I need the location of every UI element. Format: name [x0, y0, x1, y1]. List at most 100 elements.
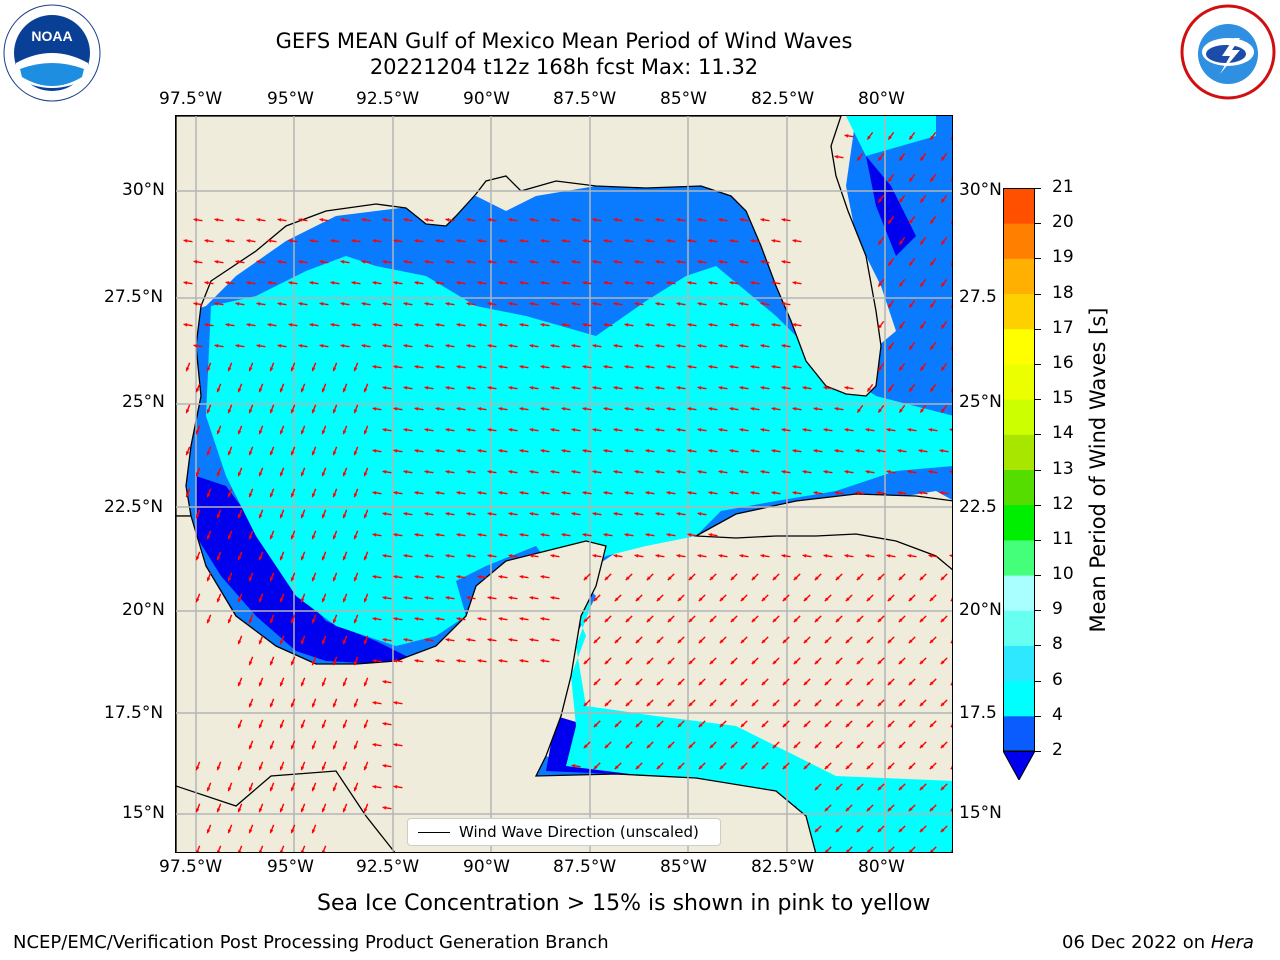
wave-direction-arrow	[698, 678, 706, 686]
wave-direction-arrow	[393, 490, 403, 495]
wave-direction-arrow	[342, 593, 348, 603]
wave-direction-arrow	[655, 301, 665, 306]
wave-direction-arrow	[687, 238, 697, 243]
wave-direction-arrow	[739, 301, 749, 306]
wave-direction-arrow	[718, 259, 728, 264]
wave-direction-arrow	[739, 553, 749, 558]
wave-direction-arrow	[216, 845, 222, 852]
wave-direction-arrow	[277, 259, 287, 264]
wave-direction-arrow	[898, 404, 906, 414]
wave-direction-arrow	[646, 573, 654, 581]
wave-direction-arrow	[342, 761, 348, 771]
wave-direction-arrow	[269, 824, 275, 834]
colorbar-cell	[1003, 434, 1035, 470]
wave-direction-arrow	[372, 280, 382, 285]
wave-direction-arrow	[750, 490, 760, 495]
wave-direction-arrow	[856, 152, 864, 162]
wave-direction-arrow	[625, 741, 633, 749]
wave-direction-arrow	[592, 259, 602, 264]
colorbar-cell	[1003, 610, 1035, 646]
wave-direction-arrow	[382, 511, 392, 516]
wave-direction-arrow	[206, 446, 212, 456]
wave-direction-arrow	[887, 720, 895, 728]
wave-direction-arrow	[951, 849, 952, 852]
wave-direction-arrow	[477, 364, 487, 369]
wave-direction-arrow	[466, 343, 476, 348]
wave-direction-arrow	[214, 259, 224, 264]
wave-direction-arrow	[393, 448, 403, 453]
wave-direction-arrow	[709, 699, 717, 707]
wave-direction-arrow	[519, 280, 529, 285]
wave-direction-arrow	[540, 406, 550, 411]
wave-direction-arrow	[919, 362, 927, 372]
wave-direction-arrow	[866, 720, 874, 728]
wave-direction-arrow	[688, 615, 696, 623]
wave-direction-arrow	[582, 322, 592, 327]
wave-direction-arrow	[697, 427, 707, 432]
wave-direction-arrow	[321, 593, 327, 603]
wave-direction-arrow	[835, 741, 843, 749]
wave-direction-arrow	[204, 322, 214, 327]
wave-direction-arrow	[540, 448, 550, 453]
wave-direction-arrow	[216, 425, 222, 435]
wave-direction-arrow	[561, 364, 571, 369]
wave-direction-arrow	[340, 301, 350, 306]
wave-direction-arrow	[898, 699, 906, 707]
wave-direction-arrow	[279, 425, 285, 435]
wave-direction-arrow	[393, 658, 403, 663]
wave-direction-arrow	[477, 532, 487, 537]
wave-direction-arrow	[216, 761, 222, 771]
wave-direction-arrow	[844, 385, 854, 390]
wave-direction-arrow	[508, 217, 518, 222]
wave-direction-arrow	[353, 572, 359, 582]
wave-direction-arrow	[269, 530, 275, 540]
wave-direction-arrow	[311, 614, 317, 624]
wave-direction-arrow	[363, 383, 369, 393]
colorbar-tick-mark	[1035, 399, 1041, 401]
wave-direction-arrow	[687, 490, 697, 495]
wave-direction-arrow	[414, 490, 424, 495]
wave-direction-arrow	[697, 259, 707, 264]
wave-direction-arrow	[529, 301, 539, 306]
wave-direction-arrow	[824, 804, 832, 812]
lon-label: 87.5°W	[553, 89, 617, 109]
wave-direction-arrow	[645, 490, 655, 495]
wave-direction-arrow	[919, 615, 927, 623]
wave-direction-arrow	[886, 427, 896, 432]
wave-direction-arrow	[300, 761, 306, 771]
wave-direction-arrow	[414, 238, 424, 243]
wave-direction-arrow	[571, 385, 581, 390]
wave-direction-arrow	[540, 658, 550, 663]
colorbar-tick-mark	[1035, 575, 1041, 577]
wave-direction-arrow	[919, 194, 927, 204]
wave-direction-arrow	[372, 574, 382, 579]
wave-direction-arrow	[760, 259, 770, 264]
wave-direction-arrow	[216, 509, 222, 519]
wave-direction-arrow	[550, 469, 560, 474]
wave-direction-arrow	[237, 551, 243, 561]
wave-direction-arrow	[361, 301, 371, 306]
wave-direction-arrow	[298, 217, 308, 222]
wave-direction-arrow	[739, 385, 749, 390]
wave-direction-arrow	[403, 553, 413, 558]
wave-direction-arrow	[782, 720, 790, 728]
wave-direction-arrow	[793, 573, 801, 581]
wave-direction-arrow	[676, 511, 686, 516]
wave-direction-arrow	[824, 720, 832, 728]
wave-direction-arrow	[519, 448, 529, 453]
wave-direction-arrow	[835, 573, 843, 581]
wave-direction-arrow	[319, 217, 329, 222]
wave-direction-arrow	[237, 719, 243, 729]
wave-direction-arrow	[866, 804, 874, 812]
wave-direction-arrow	[237, 677, 243, 687]
wave-direction-arrow	[782, 594, 790, 602]
wave-direction-arrow	[288, 238, 298, 243]
wave-direction-arrow	[677, 720, 685, 728]
wave-direction-arrow	[865, 553, 875, 558]
wave-direction-arrow	[845, 636, 853, 644]
wave-direction-arrow	[751, 699, 759, 707]
wave-direction-arrow	[279, 677, 285, 687]
wave-direction-arrow	[655, 259, 665, 264]
wave-direction-arrow	[414, 448, 424, 453]
wave-direction-arrow	[793, 657, 801, 665]
